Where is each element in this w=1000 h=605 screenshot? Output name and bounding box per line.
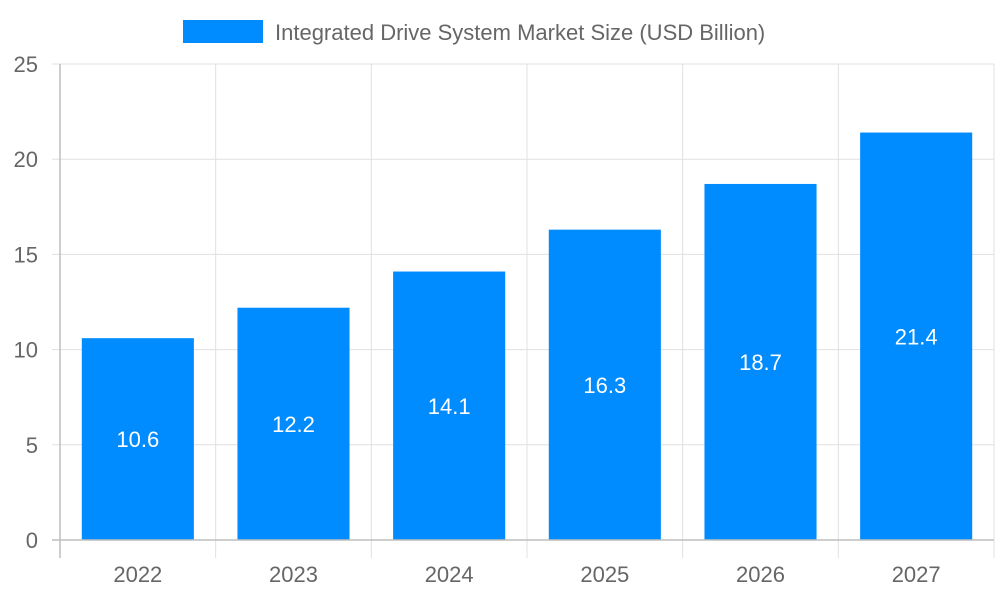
data-label: 10.6 <box>116 427 159 452</box>
y-tick-label: 20 <box>14 147 38 172</box>
x-tick-label: 2027 <box>892 562 941 587</box>
y-tick-label: 5 <box>26 433 38 458</box>
y-tick-label: 15 <box>14 242 38 267</box>
y-tick-label: 0 <box>26 528 38 553</box>
legend[interactable]: Integrated Drive System Market Size (USD… <box>183 20 765 45</box>
bar-2025 <box>548 229 661 540</box>
bar-2027 <box>860 132 973 540</box>
x-tick-label: 2023 <box>269 562 318 587</box>
x-tick-label: 2026 <box>736 562 785 587</box>
bar-2026 <box>704 183 817 540</box>
data-label: 18.7 <box>739 350 782 375</box>
x-tick-label: 2022 <box>113 562 162 587</box>
data-label: 12.2 <box>272 412 315 437</box>
bars: 10.6 12.2 14.1 16.3 18.7 21.4 <box>81 132 973 540</box>
legend-label[interactable]: Integrated Drive System Market Size (USD… <box>275 20 765 45</box>
x-tick-label: 2025 <box>580 562 629 587</box>
data-label: 21.4 <box>895 324 938 349</box>
bar-2023 <box>237 307 350 540</box>
bar-2022 <box>81 338 194 540</box>
legend-swatch[interactable] <box>183 20 263 43</box>
x-tick-label: 2024 <box>425 562 474 587</box>
y-tick-label: 10 <box>14 338 38 363</box>
data-label: 16.3 <box>583 373 626 398</box>
y-tick-label: 25 <box>14 52 38 77</box>
grid <box>52 63 995 558</box>
bar-2024 <box>393 271 506 540</box>
data-label: 14.1 <box>428 394 471 419</box>
